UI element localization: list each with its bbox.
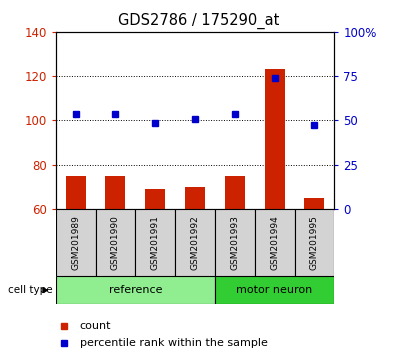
Text: motor neuron: motor neuron [236, 285, 313, 295]
Bar [304, 198, 324, 209]
Text: reference: reference [109, 285, 162, 295]
Text: GDS2786 / 175290_at: GDS2786 / 175290_at [118, 12, 280, 29]
Bar [135, 209, 175, 276]
Text: GSM201990: GSM201990 [111, 215, 120, 270]
Bar [255, 209, 295, 276]
Bar [295, 209, 334, 276]
Text: count: count [80, 321, 111, 331]
Text: percentile rank within the sample: percentile rank within the sample [80, 338, 267, 348]
Bar [96, 209, 135, 276]
Text: cell type: cell type [8, 285, 53, 295]
Bar [145, 189, 165, 209]
Bar [185, 187, 205, 209]
Bar [215, 209, 255, 276]
Bar [105, 176, 125, 209]
Bar [215, 276, 334, 304]
Text: GSM201991: GSM201991 [151, 215, 160, 270]
Bar [56, 276, 215, 304]
Text: GSM201989: GSM201989 [71, 215, 80, 270]
Text: GSM201993: GSM201993 [230, 215, 239, 270]
Bar [175, 209, 215, 276]
Text: GSM201994: GSM201994 [270, 215, 279, 270]
Bar [66, 176, 86, 209]
Text: GSM201992: GSM201992 [191, 215, 199, 270]
Text: GSM201995: GSM201995 [310, 215, 319, 270]
Bar [265, 69, 285, 209]
Bar [225, 176, 245, 209]
Bar [56, 209, 96, 276]
